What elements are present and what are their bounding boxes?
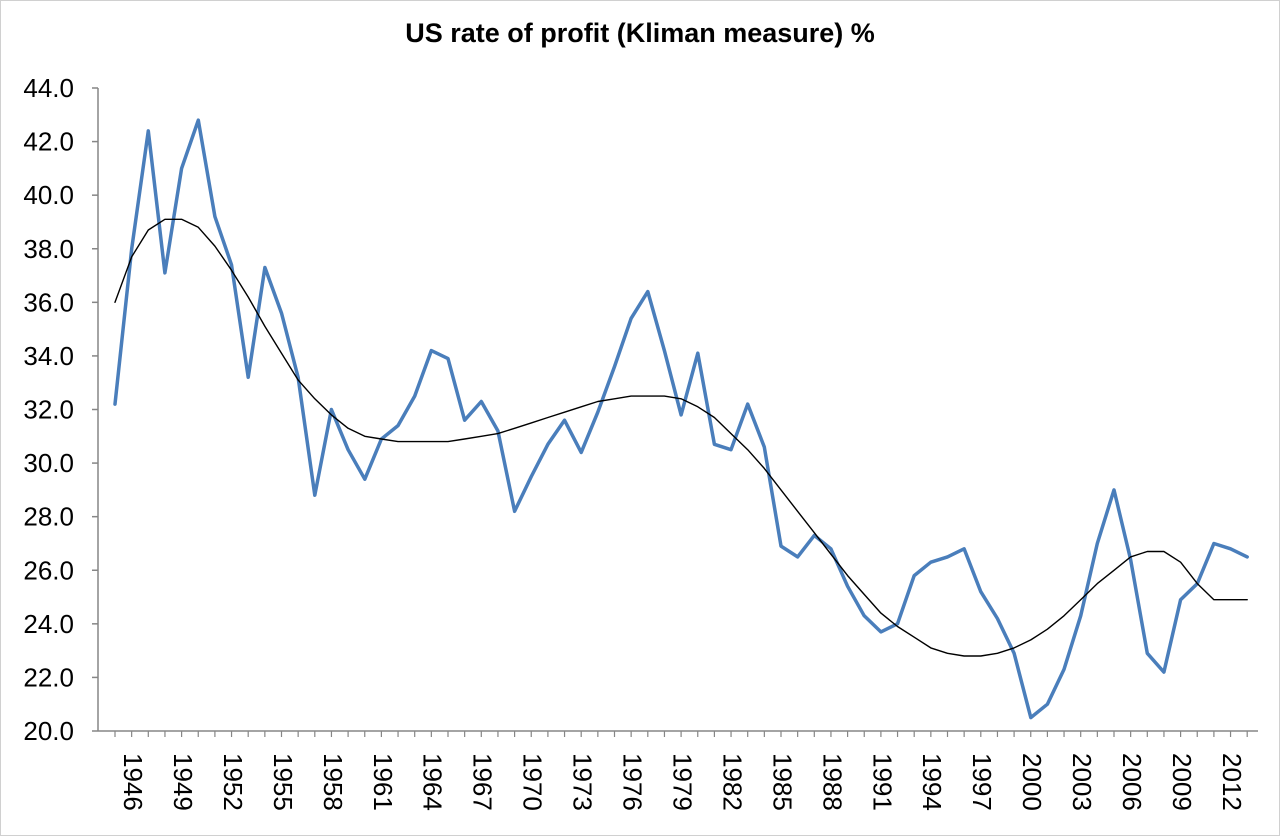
x-tick-label: 1997 [967,753,997,811]
y-tick-label: 24.0 [23,609,74,639]
y-tick-label: 32.0 [23,395,74,425]
x-tick-label: 1988 [817,753,847,811]
x-tick-label: 1994 [917,753,947,811]
series-line-profit-rate [113,118,1249,720]
y-tick-label: 34.0 [23,341,74,371]
y-tick-label: 40.0 [23,180,74,210]
x-tick-label: 1946 [118,753,148,811]
x-tick-label: 1952 [218,753,248,811]
series-group [113,118,1249,720]
y-tick-label: 26.0 [23,555,74,585]
x-tick-label: 1973 [568,753,598,811]
x-tick-label: 1970 [518,753,548,811]
x-tick-label: 2000 [1017,753,1047,811]
x-tick-label: 1985 [767,753,797,811]
x-tick-label: 1949 [168,753,198,811]
y-axis-ticks: 20.0 22.0 24.0 26.0 28.0 30.0 32.0 34.0 36.0 38.0… [23,73,98,746]
y-tick-label: 30.0 [23,448,74,478]
x-tick-label: 1991 [867,753,897,811]
y-tick-label: 44.0 [23,73,74,103]
y-tick-label: 28.0 [23,502,74,532]
x-tick-label: 1979 [667,753,697,811]
x-tick-label: 1955 [268,753,298,811]
y-tick-label: 22.0 [23,662,74,692]
x-tick-label: 2012 [1217,753,1247,811]
y-tick-label: 20.0 [23,716,74,746]
x-axis-ticks: 1946 1949 1952 1955 1958 1961 1964 1967 1970 1973… [114,731,1248,811]
x-tick-label: 2009 [1167,753,1197,811]
x-tick-label: 1961 [368,753,398,811]
y-tick-label: 38.0 [23,234,74,264]
chart-title: US rate of profit (Kliman measure) % [405,18,875,48]
x-tick-label: 1964 [418,753,448,811]
y-tick-label: 42.0 [23,127,74,157]
x-tick-label: 1958 [318,753,348,811]
x-tick-label: 2003 [1067,753,1097,811]
y-tick-label: 36.0 [23,287,74,317]
x-tick-label: 1982 [717,753,747,811]
x-tick-label: 1967 [468,753,498,811]
series-line-trend [114,218,1248,657]
x-tick-label: 2006 [1117,753,1147,811]
x-tick-label: 1976 [618,753,648,811]
